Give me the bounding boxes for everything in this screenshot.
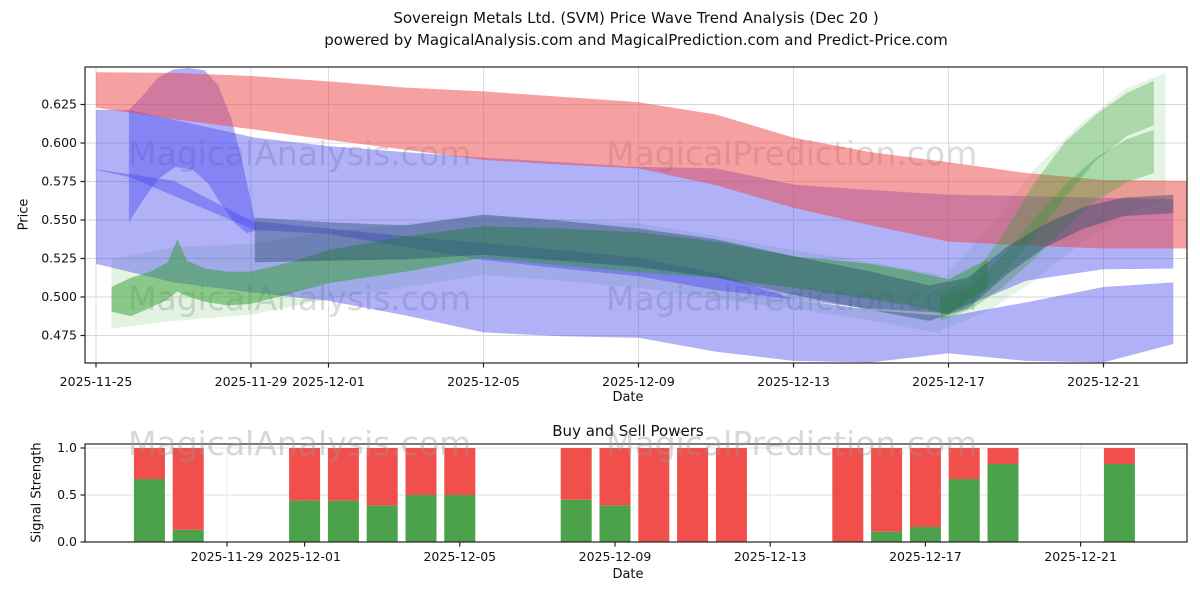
chart-subtitle: powered by MagicalAnalysis.com and Magic… bbox=[324, 31, 948, 49]
buy-bar bbox=[366, 505, 398, 542]
buy-bar bbox=[599, 505, 631, 542]
y-tick-label: 1.0 bbox=[57, 440, 77, 455]
signal-axis-label: Signal Strength bbox=[29, 442, 45, 543]
sell-bar bbox=[444, 448, 476, 495]
blue-upper-band bbox=[96, 109, 1174, 314]
green-fan-strip-1 bbox=[940, 80, 1154, 315]
x-tick-label: 2025-12-01 bbox=[292, 374, 365, 389]
sell-bar bbox=[987, 448, 1019, 464]
green-fan-strip-2 bbox=[940, 129, 1154, 321]
buy-bar bbox=[909, 526, 941, 542]
x-tick-label: 2025-12-13 bbox=[734, 549, 807, 564]
chart-title: Sovereign Metals Ltd. (SVM) Price Wave T… bbox=[393, 9, 879, 27]
signal-chart-title: Buy and Sell Powers bbox=[552, 422, 704, 440]
sell-bar bbox=[405, 448, 437, 495]
signal-plot-border bbox=[84, 443, 1188, 543]
buy-bar bbox=[1103, 463, 1135, 542]
buy-bar bbox=[133, 479, 165, 542]
buy-bar bbox=[560, 499, 592, 542]
y-tick-label: 0.625 bbox=[41, 97, 77, 112]
x-tick-label: 2025-12-21 bbox=[1044, 549, 1117, 564]
watermark-analysis: MagicalAnalysis.com bbox=[128, 424, 472, 463]
y-tick-label: 0.550 bbox=[41, 212, 77, 227]
buy-bar bbox=[172, 529, 204, 542]
sell-bar bbox=[133, 448, 165, 480]
x-tick-label: 2025-11-29 bbox=[215, 374, 288, 389]
dark-core-band bbox=[254, 194, 1174, 321]
x-tick-label: 2025-12-09 bbox=[579, 549, 652, 564]
buy-bar bbox=[405, 495, 437, 542]
y-tick-label: 0.475 bbox=[41, 328, 77, 343]
buy-bar bbox=[289, 500, 321, 542]
red-band bbox=[96, 72, 1187, 249]
y-tick-label: 0.500 bbox=[41, 289, 77, 304]
x-tick-label: 2025-12-05 bbox=[447, 374, 520, 389]
sell-bar bbox=[599, 448, 631, 506]
buy-bar bbox=[444, 495, 476, 542]
sell-bar bbox=[638, 448, 670, 542]
x-tick-label: 2025-11-29 bbox=[191, 549, 264, 564]
x-tick-label: 2025-12-09 bbox=[602, 374, 675, 389]
price-plot-border bbox=[84, 66, 1188, 364]
buy-bar bbox=[987, 463, 1019, 542]
sell-bar bbox=[1103, 448, 1135, 464]
date-axis-label-bottom: Date bbox=[612, 567, 644, 582]
x-tick-label: 2025-11-25 bbox=[60, 374, 133, 389]
date-axis-label-top: Date bbox=[612, 390, 644, 405]
sell-bar bbox=[948, 448, 980, 480]
sell-bar bbox=[832, 448, 864, 542]
price-axis-label: Price bbox=[16, 198, 32, 231]
x-tick-label: 2025-12-13 bbox=[757, 374, 830, 389]
x-tick-label: 2025-12-17 bbox=[889, 549, 962, 564]
sell-bar bbox=[172, 448, 204, 530]
sell-bar bbox=[909, 448, 941, 527]
sell-bar bbox=[327, 448, 359, 501]
sell-bar bbox=[289, 448, 321, 501]
x-tick-label: 2025-12-01 bbox=[268, 549, 341, 564]
buy-bar bbox=[871, 531, 903, 542]
y-tick-label: 0.0 bbox=[57, 534, 77, 549]
x-tick-label: 2025-12-05 bbox=[423, 549, 496, 564]
y-tick-label: 0.5 bbox=[57, 487, 77, 502]
sell-bar bbox=[677, 448, 709, 542]
buy-bar bbox=[327, 500, 359, 542]
sell-bar bbox=[715, 448, 747, 542]
price-bands-group bbox=[96, 68, 1187, 363]
sell-bar bbox=[366, 448, 398, 506]
x-tick-label: 2025-12-17 bbox=[912, 374, 985, 389]
x-tick-label: 2025-12-21 bbox=[1067, 374, 1140, 389]
y-tick-label: 0.600 bbox=[41, 135, 77, 150]
y-tick-label: 0.575 bbox=[41, 174, 77, 189]
sell-bar bbox=[560, 448, 592, 500]
y-tick-label: 0.525 bbox=[41, 251, 77, 266]
green-main-band bbox=[111, 226, 988, 317]
signal-bars-group bbox=[133, 448, 1135, 542]
buy-bar bbox=[948, 479, 980, 542]
sell-bar bbox=[871, 448, 903, 532]
watermark-prediction: MagicalPrediction.com bbox=[606, 424, 978, 463]
